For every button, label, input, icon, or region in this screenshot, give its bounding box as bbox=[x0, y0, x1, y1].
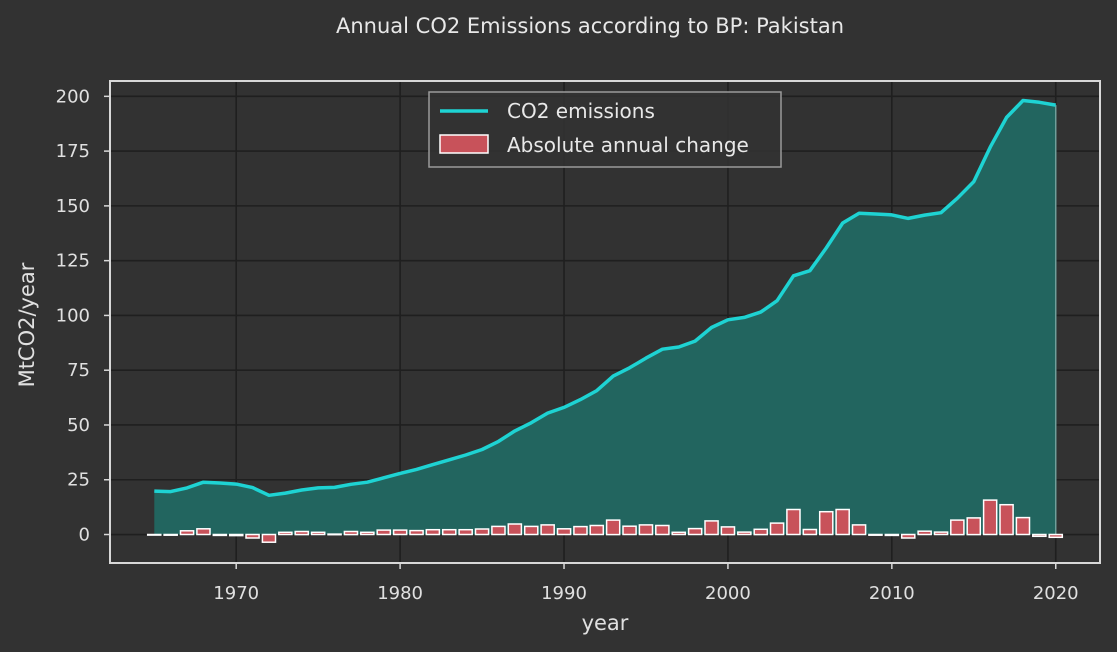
change-bar-1976 bbox=[327, 533, 342, 536]
x-tick-label: 2000 bbox=[705, 583, 751, 604]
change-bar-1981 bbox=[409, 529, 424, 536]
y-tick-label: 100 bbox=[56, 305, 90, 326]
y-tick-label: 125 bbox=[56, 251, 90, 272]
y-tick-label: 75 bbox=[67, 360, 90, 381]
change-bar-1975 bbox=[310, 531, 326, 536]
change-bar-2003 bbox=[769, 522, 785, 536]
change-bar-2006 bbox=[818, 510, 834, 536]
y-tick-label: 0 bbox=[79, 525, 90, 546]
change-bar-1986 bbox=[491, 525, 506, 536]
y-tick-label: 50 bbox=[67, 415, 90, 436]
change-bar-1996 bbox=[655, 524, 670, 536]
change-bar-1979 bbox=[376, 529, 392, 536]
change-bar-2010 bbox=[884, 533, 900, 537]
change-bar-1987 bbox=[507, 523, 523, 536]
change-bar-1973 bbox=[278, 531, 293, 536]
y-axis-ticks: 0 25 50 75 100 125 150 175 200 bbox=[56, 86, 110, 546]
x-tick-label: 2020 bbox=[1033, 583, 1079, 604]
change-bar-2001 bbox=[737, 531, 752, 536]
plot-frame bbox=[109, 80, 1101, 564]
change-bar-2009 bbox=[868, 533, 883, 536]
change-bar-2019 bbox=[1032, 533, 1047, 538]
change-bar-1990 bbox=[556, 528, 572, 536]
change-bar-2007 bbox=[835, 508, 850, 536]
x-tick-label: 1970 bbox=[213, 583, 259, 604]
change-bar-1989 bbox=[540, 524, 555, 536]
change-bar-2016 bbox=[982, 499, 998, 536]
x-tick-label: 1980 bbox=[377, 583, 423, 604]
y-tick-label: 150 bbox=[56, 196, 90, 217]
chart-title: Annual CO2 Emissions according to BP: Pa… bbox=[336, 14, 844, 38]
legend-bar-swatch bbox=[439, 134, 489, 154]
change-bar-2004 bbox=[786, 508, 801, 536]
change-bar-1985 bbox=[474, 528, 490, 536]
change-bar-1965 bbox=[146, 533, 162, 536]
y-tick-label: 175 bbox=[56, 141, 90, 162]
change-bar-2012 bbox=[917, 530, 932, 536]
change-bar-1978 bbox=[360, 531, 375, 536]
change-bar-1967 bbox=[179, 530, 195, 536]
x-tick-label: 2010 bbox=[869, 583, 915, 604]
change-bar-2017 bbox=[999, 503, 1014, 536]
change-bar-1991 bbox=[573, 525, 588, 536]
legend-label-change: Absolute annual change bbox=[507, 133, 749, 157]
change-bar-2018 bbox=[1015, 516, 1031, 536]
change-bar-2011 bbox=[900, 533, 916, 539]
change-bar-1969 bbox=[212, 533, 228, 537]
change-bar-1983 bbox=[441, 528, 457, 536]
change-bar-2008 bbox=[851, 524, 867, 536]
change-bar-1971 bbox=[245, 533, 260, 539]
change-bar-1984 bbox=[458, 528, 473, 536]
change-bar-1992 bbox=[589, 524, 605, 536]
change-bar-1966 bbox=[163, 533, 178, 536]
change-bar-1970 bbox=[228, 533, 244, 537]
change-bar-1968 bbox=[196, 528, 211, 536]
change-bar-1997 bbox=[671, 531, 687, 536]
change-bar-1995 bbox=[638, 524, 654, 536]
y-tick-label: 200 bbox=[56, 86, 90, 107]
change-bar-1993 bbox=[605, 519, 621, 536]
change-bar-2000 bbox=[720, 526, 736, 536]
emissions-area bbox=[154, 100, 1056, 535]
x-tick-label: 1990 bbox=[541, 583, 587, 604]
y-tick-label: 25 bbox=[67, 470, 90, 491]
change-bar-1982 bbox=[425, 528, 441, 536]
legend: CO2 emissions Absolute annual change bbox=[428, 91, 782, 168]
change-bar-1972 bbox=[261, 533, 277, 543]
change-bar-1994 bbox=[622, 525, 637, 536]
change-bar-1999 bbox=[704, 520, 719, 536]
legend-box bbox=[428, 91, 782, 168]
x-axis-label: year bbox=[582, 611, 629, 635]
x-axis-ticks: 1970 1980 1990 2000 2010 2020 bbox=[213, 563, 1079, 604]
change-bar-2013 bbox=[933, 531, 949, 536]
change-bar-1988 bbox=[523, 525, 539, 536]
annual-change-bars bbox=[146, 499, 1064, 543]
change-bar-2002 bbox=[753, 528, 769, 536]
change-bar-1974 bbox=[294, 530, 310, 536]
change-bar-2015 bbox=[966, 517, 982, 536]
change-bar-1998 bbox=[687, 527, 703, 536]
change-bar-2014 bbox=[950, 519, 965, 536]
emissions-line bbox=[154, 98, 1056, 498]
change-bar-2005 bbox=[802, 528, 818, 536]
change-bar-2020 bbox=[1048, 533, 1064, 539]
change-bar-1977 bbox=[343, 530, 359, 536]
change-bar-1980 bbox=[392, 529, 408, 536]
y-axis-label: MtCO2/year bbox=[15, 262, 39, 387]
legend-label-emissions: CO2 emissions bbox=[507, 99, 655, 123]
